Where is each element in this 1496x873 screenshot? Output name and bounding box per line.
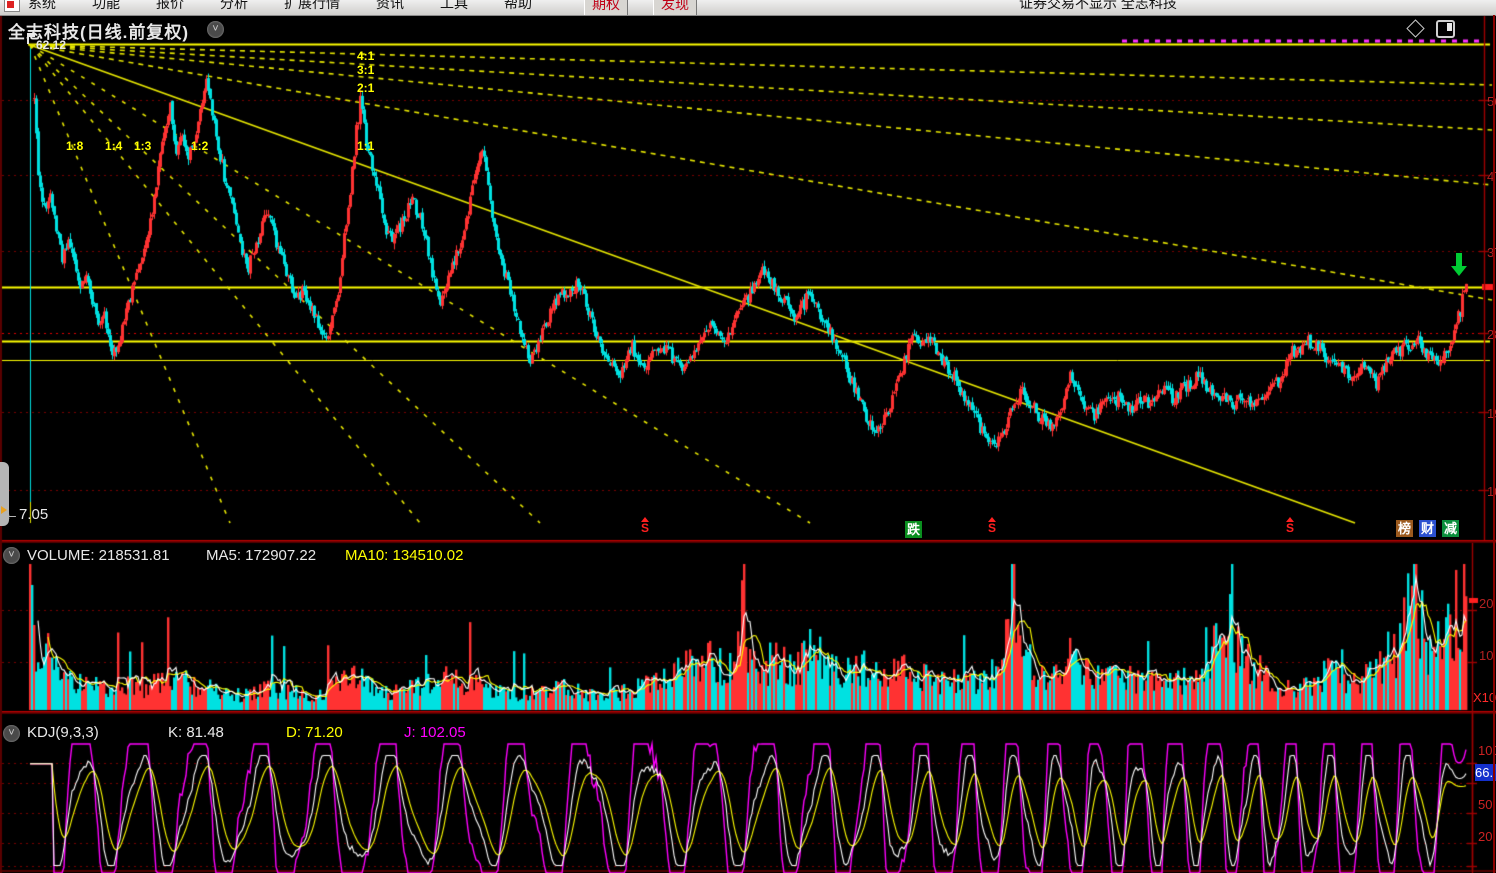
menu-item-4[interactable]: 扩展行情 xyxy=(284,0,340,11)
price-axis-fragment: 28 xyxy=(1487,327,1496,342)
min-price-label: ←7.05 xyxy=(4,506,49,523)
gann-ratio-label: 1:8 xyxy=(66,139,84,153)
menu-item-5[interactable]: 资讯 xyxy=(376,0,404,11)
gann-ratio-label: 1:2 xyxy=(191,139,209,153)
menu-item-7[interactable]: 帮助 xyxy=(504,0,532,11)
menu-bar: 系统 功能 报价 分析 扩展行情 资讯 工具 帮助 证券交易不显示 全志科技 期权 发现 xyxy=(0,0,1496,16)
gann-ratio-label: 2:1 xyxy=(357,81,375,95)
menu-red-button-1[interactable]: 发现 xyxy=(653,0,697,15)
chevron-down-icon[interactable]: ˅ xyxy=(207,21,224,38)
gann-ratio-label: 1:1 xyxy=(357,139,375,153)
gann-ratio-label: 3:1 xyxy=(357,63,375,77)
menu-item-2[interactable]: 报价 xyxy=(156,0,184,11)
volume-ma5-label: MA5: 172907.22 xyxy=(206,547,317,564)
up-triangle-icon xyxy=(1286,517,1294,522)
apex-price-label: 62.12 xyxy=(36,38,67,52)
window-center-title: 证券交易不显示 全志科技 xyxy=(1019,0,1177,11)
price-axis-fragment: 47 xyxy=(1487,169,1496,184)
window-right-edge xyxy=(1493,15,1495,873)
kdj-axis-label: 20 xyxy=(1478,829,1493,844)
side-panel-handle[interactable] xyxy=(0,462,9,526)
kdj-axis-label: 100 xyxy=(1478,743,1496,758)
gann-ratio-label: 1:3 xyxy=(134,139,152,153)
menu-red-button-0[interactable]: 期权 xyxy=(584,0,628,15)
gann-ratio-label: 1:4 xyxy=(105,139,123,153)
tag-badge-财[interactable]: 财 xyxy=(1419,520,1436,537)
kdj-name-label: KDJ(9,3,3) xyxy=(27,724,99,741)
volume-unit-label: X10 xyxy=(1473,690,1496,705)
tag-badge-减[interactable]: 减 xyxy=(1442,520,1459,537)
menu-item-0[interactable]: 系统 xyxy=(28,0,56,11)
sell-signal-marker: S xyxy=(638,517,652,537)
up-triangle-icon xyxy=(988,517,996,522)
kdj-j-label: J: 102.05 xyxy=(404,724,466,741)
kdj-axis-label: 50 xyxy=(1478,797,1493,812)
tag-badge-榜[interactable]: 榜 xyxy=(1396,520,1413,537)
menu-item-1[interactable]: 功能 xyxy=(92,0,120,11)
menu-item-6[interactable]: 工具 xyxy=(440,0,468,11)
volume-label: VOLUME: 218531.81 xyxy=(27,547,170,564)
up-triangle-icon xyxy=(641,517,649,522)
gann-ratio-label: 4:1 xyxy=(357,49,375,63)
fall-badge: 跌 xyxy=(905,521,922,538)
flag-icon xyxy=(27,33,35,44)
down-arrow-icon xyxy=(1451,253,1467,276)
menu-row: 系统 功能 报价 分析 扩展行情 资讯 工具 帮助 xyxy=(0,0,568,15)
price-axis-fragment: 19 xyxy=(1487,406,1496,421)
price-axis-fragment: 37 xyxy=(1487,245,1496,260)
volume-axis-label: 10 xyxy=(1479,648,1494,663)
volume-ma10-label: MA10: 134510.02 xyxy=(345,547,464,564)
sell-signal-marker: S xyxy=(985,517,999,537)
kdj-collapse-icon[interactable]: ˅ xyxy=(3,725,20,742)
volume-collapse-icon[interactable]: ˅ xyxy=(3,547,20,564)
price-axis-fragment: 10 xyxy=(1487,484,1496,499)
expand-arrow-icon xyxy=(1,506,7,514)
volume-axis-label: 20 xyxy=(1479,596,1494,611)
menu-item-3[interactable]: 分析 xyxy=(220,0,248,11)
price-axis-fragment: 56 xyxy=(1487,94,1496,109)
app-logo-icon xyxy=(4,0,20,12)
kdj-value-badge: 66. xyxy=(1475,764,1496,781)
chart-title: 全志科技(日线.前复权) xyxy=(8,23,190,42)
panel-toggle-icon[interactable] xyxy=(1436,20,1455,38)
kdj-d-label: D: 71.20 xyxy=(286,724,343,741)
sell-signal-marker: S xyxy=(1283,517,1297,537)
kdj-k-label: K: 81.48 xyxy=(168,724,224,741)
